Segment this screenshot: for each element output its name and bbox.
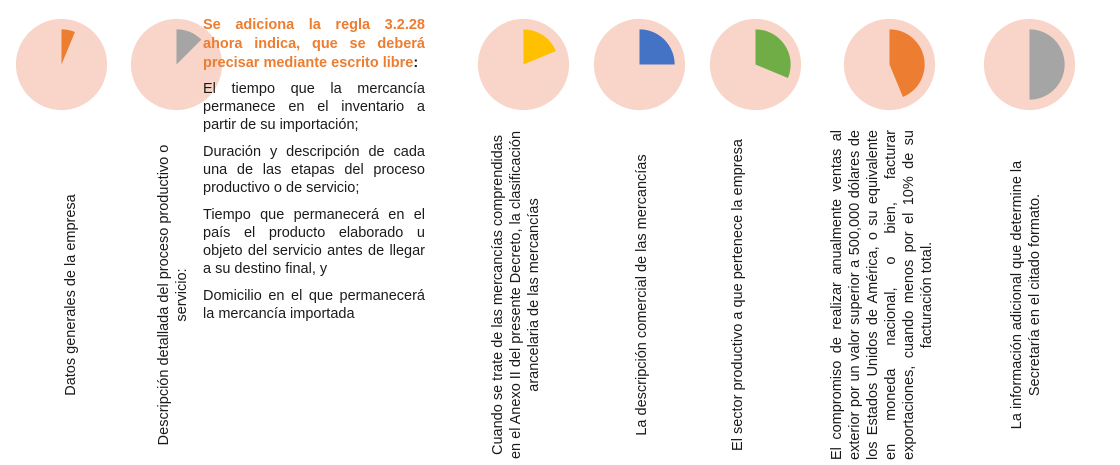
pie-icon (593, 18, 686, 111)
step-datos-generales: Datos generales de la empresa (0, 0, 110, 465)
step-sector-productivo: El sector productivo a que pertenece la … (694, 0, 804, 465)
regla-detail-panel: Se adiciona la regla 3.2.28 ahora indica… (203, 16, 425, 332)
step-informacion-adicional: La información adicional que determine l… (968, 0, 1078, 465)
pie-slice (523, 29, 556, 65)
step-label: Descripción detallada del proceso produc… (156, 144, 190, 446)
step-descripcion-proceso: Descripción detallada del proceso produc… (115, 0, 225, 465)
step-label: La información adicional que determine l… (1009, 160, 1043, 430)
step-clasificacion-arancelaria: Cuando se trate de las mercancías compre… (462, 0, 572, 465)
step-compromiso-ventas: El compromiso de realizar anualmente ven… (828, 0, 938, 465)
step-label: El sector productivo a que pertenece la … (730, 139, 746, 451)
step-label: El compromiso de realizar anualmente ven… (829, 130, 935, 460)
step-label: Datos generales de la empresa (63, 194, 79, 396)
step-label: La descripción comercial de las mercancí… (634, 154, 650, 436)
pie-icon (477, 18, 570, 111)
step-descripcion-comercial: La descripción comercial de las mercancí… (578, 0, 688, 465)
pie-slice (889, 29, 925, 97)
detail-item: Duración y descripción de cada una de la… (203, 144, 425, 196)
pie-slice (1029, 29, 1065, 100)
pie-icon (843, 18, 936, 111)
detail-item: Domicilio en el que permanecerá la merca… (203, 288, 425, 322)
pie-icon (130, 18, 223, 111)
pie-icon (15, 18, 108, 111)
regla-heading: Se adiciona la regla 3.2.28 ahora indica… (203, 17, 425, 71)
pie-slice (755, 29, 791, 78)
step-label: Cuando se trate de las mercancías compre… (490, 130, 542, 460)
pie-slice (176, 29, 202, 65)
pie-slice (61, 29, 75, 65)
detail-item: Tiempo que permanecerá en el país el pro… (203, 207, 425, 277)
pie-icon (983, 18, 1076, 111)
pie-slice (639, 29, 675, 65)
pie-background (15, 18, 108, 111)
detail-item: El tiempo que la mercancía permanece en … (203, 81, 425, 133)
pie-icon (709, 18, 802, 111)
